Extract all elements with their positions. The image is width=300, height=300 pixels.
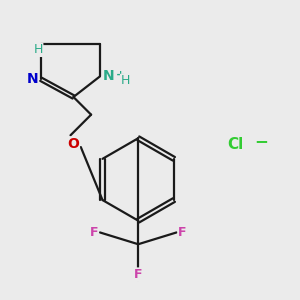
- Text: O: O: [68, 137, 80, 151]
- Text: H: H: [121, 74, 130, 87]
- Text: −: −: [254, 132, 268, 150]
- Text: F: F: [134, 268, 142, 281]
- Text: H: H: [33, 44, 43, 56]
- Text: Cl: Cl: [227, 136, 244, 152]
- Text: F: F: [178, 226, 187, 239]
- Text: +: +: [116, 70, 125, 80]
- Text: F: F: [90, 226, 98, 239]
- Text: N: N: [103, 69, 115, 83]
- Text: N: N: [26, 72, 38, 86]
